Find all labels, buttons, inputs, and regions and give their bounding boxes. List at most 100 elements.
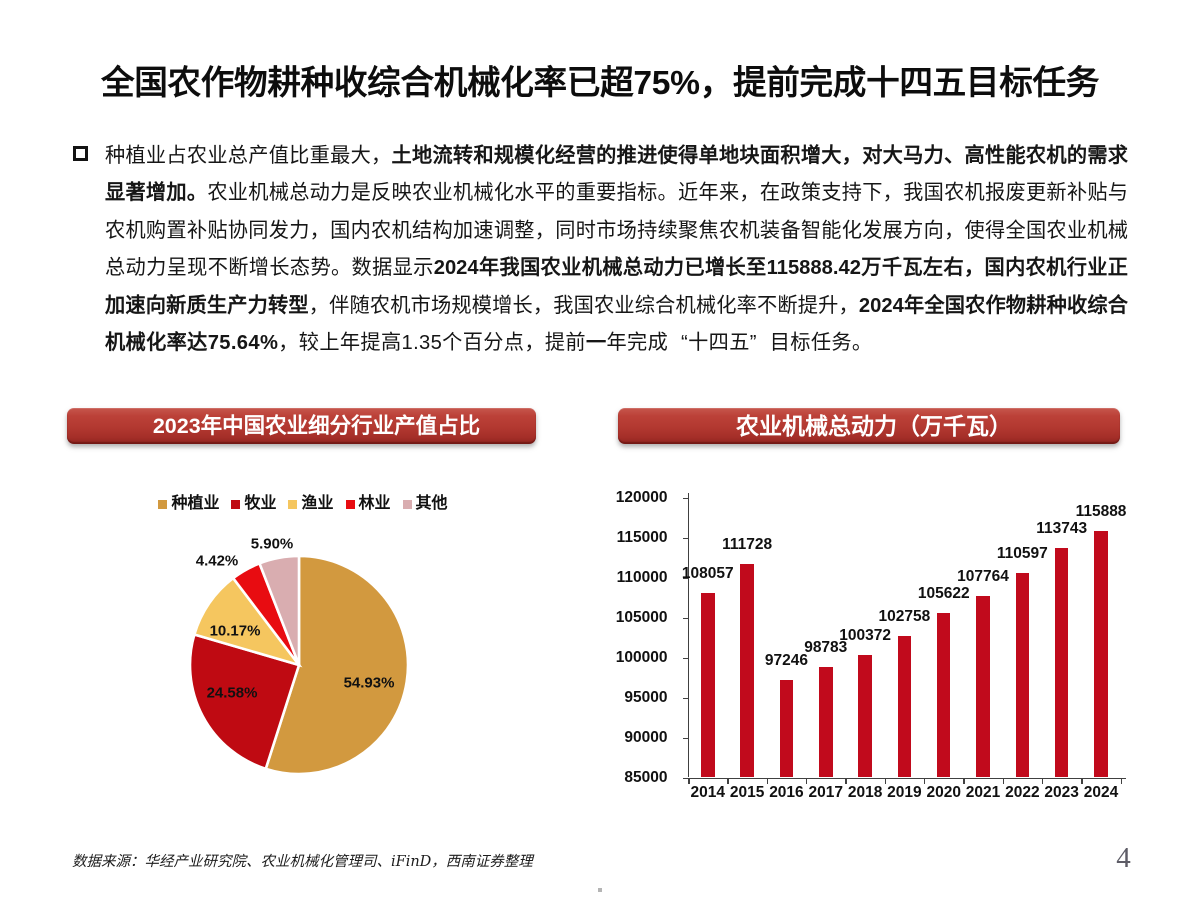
pie-chart [188, 554, 410, 776]
y-axis-tick [682, 657, 688, 660]
bar-value-label: 113743 [1036, 519, 1088, 537]
paragraph-line: 种植业占农业总产值比重最大，土地流转和规模化经营的推进使得单地块面积增大，对大马… [105, 138, 1128, 176]
footer-dot-icon [598, 888, 602, 892]
legend-item: 种植业 [158, 495, 219, 513]
text-segment: 农业机械总动力是反映农业机械化水平的重要指标。近年来，在政策支持下，我国农机报废… [207, 182, 1128, 204]
bar-value-label: 98783 [804, 639, 848, 657]
bar [701, 593, 715, 778]
y-axis-label: 100000 [615, 648, 668, 666]
y-axis-label: 115000 [616, 528, 668, 546]
text-segment: 种植业占农业总产值比重最大， [105, 144, 392, 167]
pie-slice [188, 632, 301, 771]
y-axis-label: 105000 [615, 608, 668, 626]
y-axis-label: 85000 [624, 768, 668, 786]
bar-value-label: 107764 [957, 567, 1009, 585]
x-axis-label: 2015 [729, 784, 765, 801]
bold-text-segment: 土地流转和规模化经营的推进使得单地块面积增大，对大马力、高性能农机的需求 [391, 144, 1128, 167]
x-axis-tick [688, 777, 690, 784]
paragraph-line: 显著增加。农业机械总动力是反映农业机械化水平的重要指标。近年来，在政策支持下，我… [105, 175, 1128, 213]
bar-value-label: 102758 [878, 607, 931, 625]
bar [779, 679, 794, 778]
legend-swatch-icon [231, 499, 241, 509]
y-axis-tick [682, 577, 688, 580]
legend-swatch-icon [402, 499, 412, 509]
bold-text-segment: 加速向新质生产力转型 [105, 294, 309, 317]
pie-value-label: 5.90% [250, 535, 294, 553]
bar-value-label: 110597 [996, 545, 1048, 563]
x-axis-label: 2023 [1044, 784, 1079, 801]
paragraph-line: 总动力呈现不断增长态势。数据显示2024年我国农业机械总动力已增长至115888… [105, 250, 1128, 288]
x-axis-tick [1042, 777, 1044, 784]
bullet-square-icon [73, 146, 88, 161]
pie-value-label: 4.42% [195, 552, 239, 570]
bar [1094, 530, 1108, 778]
bar [740, 563, 754, 778]
body-paragraph: 种植业占农业总产值比重最大，土地流转和规模化经营的推进使得单地块面积增大，对大马… [105, 138, 1128, 363]
x-axis-tick [1002, 777, 1005, 784]
legend-swatch-icon [158, 499, 168, 509]
x-axis-label: 2020 [926, 784, 961, 801]
text-segment: 农机购置补贴协同发力，国内农机结构加速调整，同时市场持续聚焦农机装备智能化发展方… [105, 219, 1128, 242]
legend-swatch-icon [345, 499, 355, 509]
x-axis-line [687, 777, 1126, 779]
y-axis-label: 90000 [624, 728, 668, 746]
y-axis-tick [682, 617, 688, 620]
text-segment: ，较上年提高1.35个百分点，提前 [278, 332, 586, 354]
bar-value-label: 115888 [1075, 502, 1127, 520]
x-axis-label: 2021 [965, 784, 1001, 801]
legend-label: 牧业 [244, 495, 277, 512]
bold-text-segment: 2024年我国农业机械总动力已增长至115888.42万千瓦左右，国内农机行业正 [433, 257, 1128, 279]
bar [976, 595, 990, 778]
bar-value-label: 105622 [917, 584, 970, 602]
pie-slice [264, 554, 410, 776]
x-axis-label: 2018 [847, 784, 883, 801]
pie-value-label: 54.93% [343, 674, 395, 692]
x-axis-tick [924, 777, 926, 784]
text-segment: 年完成 “十四五” 目标任务。 [607, 332, 873, 354]
bar [819, 667, 833, 778]
bar-value-label: 111728 [722, 535, 773, 553]
legend-label: 种植业 [171, 495, 220, 512]
x-axis-label: 2017 [808, 784, 843, 801]
pie-value-label: 24.58% [206, 684, 258, 702]
y-axis-tick [682, 497, 688, 500]
legend-label: 渔业 [301, 495, 334, 512]
paragraph-line: 机械化率达75.64%，较上年提高1.35个百分点，提前一年完成 “十四五” 目标任… [105, 325, 1128, 363]
legend-label: 林业 [358, 495, 391, 512]
pie-chart-banner: 2023年中国农业细分行业产值占比 [67, 408, 536, 444]
y-axis-label: 95000 [624, 688, 668, 706]
legend-swatch-icon [288, 499, 298, 509]
bar-value-label: 100372 [839, 626, 891, 644]
legend-item: 林业 [345, 495, 391, 513]
bar [1054, 547, 1069, 778]
x-axis-tick [1081, 777, 1083, 784]
pie-chart-title: 2023年中国农业细分行业产值占比 [152, 414, 481, 438]
y-axis-label: 120000 [615, 488, 668, 506]
pie-value-label: 10.17% [209, 622, 261, 640]
legend-item: 牧业 [231, 495, 276, 513]
x-axis-tick [963, 777, 965, 784]
legend-item: 其他 [402, 495, 448, 513]
pie-legend: 种植业 牧业 渔业 林业 其他 [0, 495, 606, 513]
y-axis-tick [682, 777, 688, 779]
x-axis-tick [1120, 777, 1123, 784]
bold-text-segment: 显著增加。 [105, 182, 208, 204]
paragraph-line: 加速向新质生产力转型，伴随农机市场规模增长，我国农业综合机械化率不断提升，202… [105, 288, 1128, 326]
x-axis-label: 2024 [1083, 784, 1119, 801]
legend-item: 渔业 [288, 495, 334, 513]
x-axis-tick [766, 777, 769, 784]
y-axis-tick [682, 697, 688, 699]
y-axis-label: 110000 [616, 568, 668, 586]
bar [858, 654, 872, 778]
bar [897, 635, 912, 778]
y-axis-tick [682, 537, 688, 540]
x-axis-tick [845, 777, 847, 784]
x-axis-tick [806, 777, 808, 784]
page-number: 4 [1116, 842, 1131, 874]
paragraph-line: 农机购置补贴协同发力，国内农机结构加速调整，同时市场持续聚焦农机装备智能化发展方… [105, 213, 1128, 251]
bar-chart-title: 农业机械总动力（万千瓦） [736, 413, 1012, 439]
pie-slice [257, 554, 301, 666]
y-axis-line [687, 492, 689, 778]
y-axis-tick [682, 737, 688, 739]
fullwidth-quote: ” [749, 332, 757, 354]
